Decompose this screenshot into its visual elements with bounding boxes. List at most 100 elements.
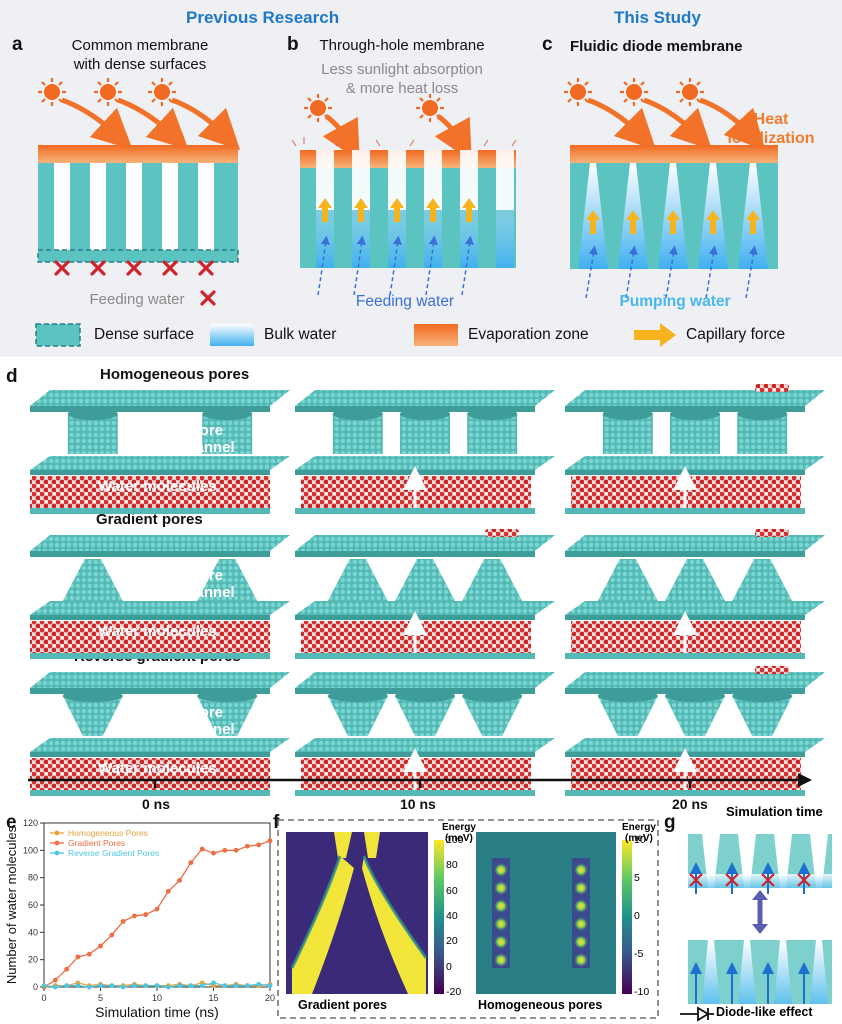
x-tick-label: 20 xyxy=(265,993,275,1003)
timeline-20ns: 20 ns xyxy=(672,796,708,812)
data-point xyxy=(120,984,126,990)
data-point xyxy=(52,977,58,983)
data-point xyxy=(154,906,160,912)
y-tick-label: 100 xyxy=(23,845,38,855)
data-point xyxy=(154,983,160,989)
data-point xyxy=(75,954,81,960)
panel-b-title: Through-hole membrane xyxy=(319,37,485,54)
header-previous-research: Previous Research xyxy=(186,8,340,27)
legend-marker xyxy=(54,850,60,856)
data-point xyxy=(75,983,81,989)
data-point xyxy=(188,860,194,866)
colorbar-tick-label: -10 xyxy=(634,986,650,998)
colorbar-tick-label: 5 xyxy=(634,872,640,884)
data-point xyxy=(120,919,126,924)
energy-minimum xyxy=(574,881,588,895)
legend-label: Reverse Gradient Pores xyxy=(68,848,159,858)
energy-minimum xyxy=(574,953,588,967)
legend-capillary-arrow xyxy=(634,323,676,347)
energy-minimum xyxy=(494,899,508,913)
schematic-drawings xyxy=(35,76,778,347)
timeline-10ns: 10 ns xyxy=(400,796,436,812)
right-cbar-title: Energy (meV) xyxy=(622,822,656,844)
md-snapshot xyxy=(565,529,825,659)
data-point xyxy=(86,951,92,957)
panel-c-title: Fluidic diode membrane xyxy=(570,38,743,55)
data-point xyxy=(256,981,262,987)
x-tick-label: 5 xyxy=(98,993,103,1003)
energy-minimum xyxy=(494,881,508,895)
data-point xyxy=(98,943,103,949)
data-point xyxy=(211,850,216,856)
colorbar-tick-label: 0 xyxy=(634,910,640,922)
legend-marker xyxy=(54,830,60,836)
legend-dense-label: Dense surface xyxy=(94,326,194,343)
legend-bulk-swatch xyxy=(210,324,254,346)
data-point xyxy=(64,966,69,972)
colorbar-tick-label: 20 xyxy=(446,935,458,948)
data-point xyxy=(109,983,115,989)
md-snapshot xyxy=(295,672,555,796)
energy-minimum xyxy=(494,935,508,949)
data-point xyxy=(132,913,137,919)
x-tick-label: 10 xyxy=(152,993,162,1003)
data-point xyxy=(165,888,171,894)
data-point xyxy=(177,878,183,883)
data-point xyxy=(222,983,228,989)
data-point xyxy=(256,842,262,848)
water-molecules-label: Water molecules xyxy=(98,760,217,777)
data-point xyxy=(199,846,205,852)
data-point xyxy=(109,932,115,938)
panel-d-label: d xyxy=(6,366,18,387)
panel-g-diode-label: Diode-like effect xyxy=(716,1005,813,1019)
panel-e-chart: 0 20 40 60 80 100 120 0 5 10 15 20 Simulation time (… xyxy=(4,818,275,1020)
data-point xyxy=(245,983,250,989)
y-axis-label: Number of water molecules xyxy=(4,825,19,984)
left-cbar-title: Energy (meV) xyxy=(442,822,476,844)
legend-evap-label: Evaporation zone xyxy=(468,326,589,343)
pore-channel-label: Pore channel xyxy=(178,704,235,738)
data-point xyxy=(199,983,205,989)
panel-f-left-caption: Gradient pores xyxy=(298,998,387,1012)
legend-marker xyxy=(54,840,60,846)
data-point xyxy=(188,983,194,989)
data-point xyxy=(233,847,239,853)
data-point xyxy=(41,983,47,989)
y-tick-label: 20 xyxy=(28,955,38,965)
header-this-study: This Study xyxy=(614,8,701,27)
data-point xyxy=(177,983,183,989)
panel-c-membrane xyxy=(562,76,778,299)
y-tick-label: 40 xyxy=(28,927,38,937)
md-snapshot xyxy=(565,384,825,514)
diode-symbol-icon xyxy=(680,1006,714,1022)
colorbar-tick-label: 80 xyxy=(446,859,458,872)
colorbar-tick-label: -5 xyxy=(634,948,644,960)
timeline-0ns: 0 ns xyxy=(142,796,171,812)
energy-minimum xyxy=(574,935,588,949)
data-point xyxy=(267,983,273,989)
pore-channel-label: Pore channel xyxy=(178,422,235,456)
legend-label: Gradient Pores xyxy=(68,838,125,848)
energy-minimum xyxy=(494,953,508,967)
data-point xyxy=(86,984,92,990)
colorbar-tick-label: 40 xyxy=(446,910,458,922)
colorbar-tick-label: 0 xyxy=(446,960,452,973)
x-tick-label: 15 xyxy=(208,993,218,1003)
data-point xyxy=(132,983,137,989)
pore-channel-label: Pore channel xyxy=(178,567,235,601)
data-point xyxy=(211,980,216,986)
legend-evap-swatch xyxy=(414,324,458,346)
panel-a-title: Common membrane with dense surfaces xyxy=(71,37,209,73)
md-snapshot xyxy=(565,666,825,796)
water-molecules-label: Water molecules xyxy=(98,623,217,640)
panel-f-label: f xyxy=(273,812,280,833)
y-tick-label: 120 xyxy=(23,818,38,828)
water-molecules-label: Water molecules xyxy=(98,478,217,495)
panel-c-label: c xyxy=(542,34,553,55)
data-point xyxy=(143,983,149,989)
y-tick-label: 60 xyxy=(28,900,38,910)
colorbar-tick-label: 10 xyxy=(634,834,646,846)
data-point xyxy=(64,983,69,989)
panel-a-label: a xyxy=(12,34,23,55)
panel-g-label: g xyxy=(664,812,676,833)
